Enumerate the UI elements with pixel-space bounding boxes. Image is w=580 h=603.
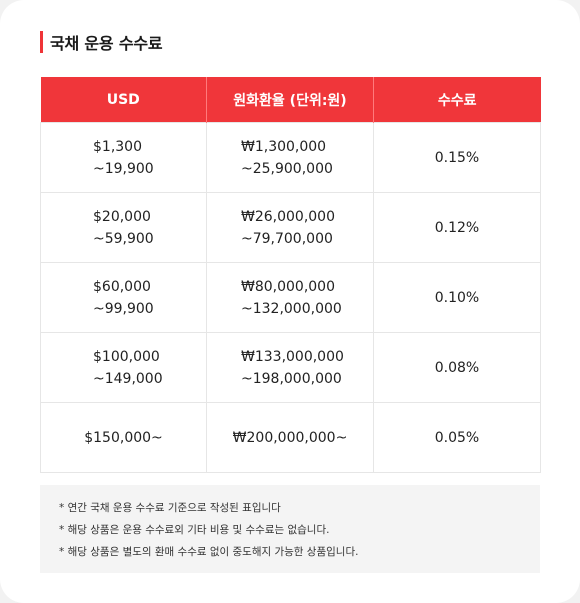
- usd-range-from: $20,000: [93, 208, 151, 225]
- usd-range-to: ~149,000: [93, 370, 163, 387]
- fee-rate-cell: 0.05%: [373, 402, 541, 473]
- note-early-termination: * 해당 상품은 별도의 환매 수수료 없이 중도해지 가능한 상품입니다.: [59, 546, 359, 558]
- usd-range-to: ~99,900: [93, 300, 154, 317]
- krw-range-from: ₩200,000,000~: [232, 429, 348, 446]
- krw-range-from: ₩80,000,000: [241, 278, 336, 295]
- section-title: 국채 운용 수수료: [50, 34, 163, 53]
- usd-range-cell: $100,000 ~149,000: [40, 332, 207, 403]
- krw-range-from: ₩26,000,000: [241, 208, 336, 225]
- title-accent-bar: [40, 31, 43, 53]
- usd-range-cell: $20,000 ~59,900: [40, 192, 207, 263]
- note-annual-basis: * 연간 국채 운용 수수료 기준으로 작성된 표입니다: [59, 502, 281, 514]
- krw-range-to: ~198,000,000: [241, 370, 342, 387]
- header-fee: 수수료: [373, 77, 541, 123]
- krw-range-cell: ₩26,000,000 ~79,700,000: [206, 192, 374, 263]
- krw-range-to: ~25,900,000: [241, 160, 333, 177]
- krw-range-cell: ₩200,000,000~: [206, 402, 374, 473]
- table-row: $100,000 ~149,000 ₩133,000,000 ~198,000,…: [40, 332, 541, 403]
- notes-box: * 연간 국채 운용 수수료 기준으로 작성된 표입니다 * 해당 상품은 운용…: [40, 485, 540, 573]
- krw-range-cell: ₩133,000,000 ~198,000,000: [206, 332, 374, 403]
- note-no-other-fees: * 해당 상품은 운용 수수료외 기타 비용 및 수수료는 없습니다.: [59, 524, 330, 536]
- usd-range-to: ~59,900: [93, 230, 154, 247]
- krw-range-cell: ₩1,300,000 ~25,900,000: [206, 122, 374, 193]
- usd-range-cell: $60,000 ~99,900: [40, 262, 207, 333]
- usd-range-from: $1,300: [93, 138, 142, 155]
- usd-range-to: ~19,900: [93, 160, 154, 177]
- usd-range-cell: $150,000~: [40, 402, 207, 473]
- fee-rate-cell: 0.10%: [373, 262, 541, 333]
- table-header-row: USD 원화환율 (단위:원) 수수료: [40, 77, 541, 123]
- header-krw-rate: 원화환율 (단위:원): [206, 77, 374, 123]
- fee-rate-cell: 0.12%: [373, 192, 541, 263]
- table-row: $150,000~ ₩200,000,000~ 0.05%: [40, 402, 541, 473]
- usd-range-from: $100,000: [93, 348, 160, 365]
- section-header: 국채 운용 수수료: [40, 29, 163, 55]
- fee-table: USD 원화환율 (단위:원) 수수료 $1,300 ~19,900 ₩1,30…: [40, 77, 541, 473]
- usd-range-cell: $1,300 ~19,900: [40, 122, 207, 193]
- table-row: $60,000 ~99,900 ₩80,000,000 ~132,000,000…: [40, 262, 541, 333]
- table-row: $20,000 ~59,900 ₩26,000,000 ~79,700,000 …: [40, 192, 541, 263]
- table-row: $1,300 ~19,900 ₩1,300,000 ~25,900,000 0.…: [40, 122, 541, 193]
- krw-range-to: ~132,000,000: [241, 300, 342, 317]
- krw-range-from: ₩133,000,000: [241, 348, 344, 365]
- header-usd: USD: [40, 77, 207, 123]
- krw-range-to: ~79,700,000: [241, 230, 333, 247]
- usd-range-from: $60,000: [93, 278, 151, 295]
- krw-range-cell: ₩80,000,000 ~132,000,000: [206, 262, 374, 333]
- usd-range-from: $150,000~: [84, 429, 163, 446]
- fee-rate-cell: 0.08%: [373, 332, 541, 403]
- krw-range-from: ₩1,300,000: [241, 138, 327, 155]
- fee-rate-cell: 0.15%: [373, 122, 541, 193]
